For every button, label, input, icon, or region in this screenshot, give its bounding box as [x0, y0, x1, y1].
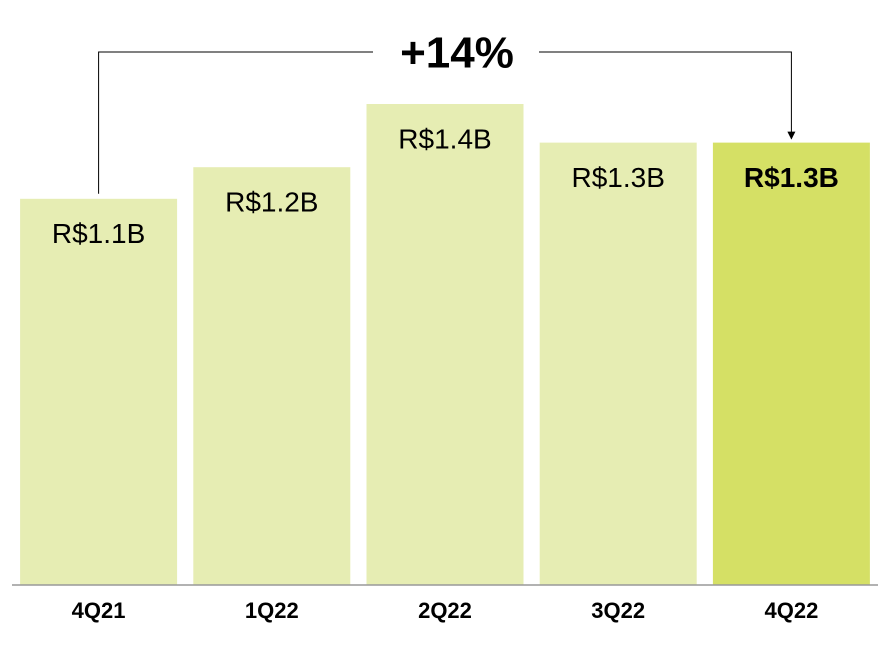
bar	[366, 104, 524, 585]
bar	[712, 142, 870, 586]
x-tick-label: 3Q22	[591, 598, 645, 623]
value-label: R$1.1B	[52, 218, 145, 249]
x-tick-label: 4Q21	[72, 598, 126, 623]
x-tick-label: 1Q22	[245, 598, 299, 623]
value-label: R$1.3B	[744, 162, 839, 193]
bar	[193, 167, 351, 585]
value-label: R$1.2B	[225, 187, 318, 218]
x-tick-label: 2Q22	[418, 598, 472, 623]
x-tick-label: 4Q22	[764, 598, 818, 623]
value-label: R$1.3B	[571, 162, 664, 193]
bracket-right	[539, 51, 796, 140]
bar	[20, 198, 178, 585]
value-label: R$1.4B	[398, 123, 491, 154]
bar	[539, 142, 697, 586]
growth-annotation: +14%	[400, 29, 514, 78]
bracket-left	[98, 51, 373, 194]
